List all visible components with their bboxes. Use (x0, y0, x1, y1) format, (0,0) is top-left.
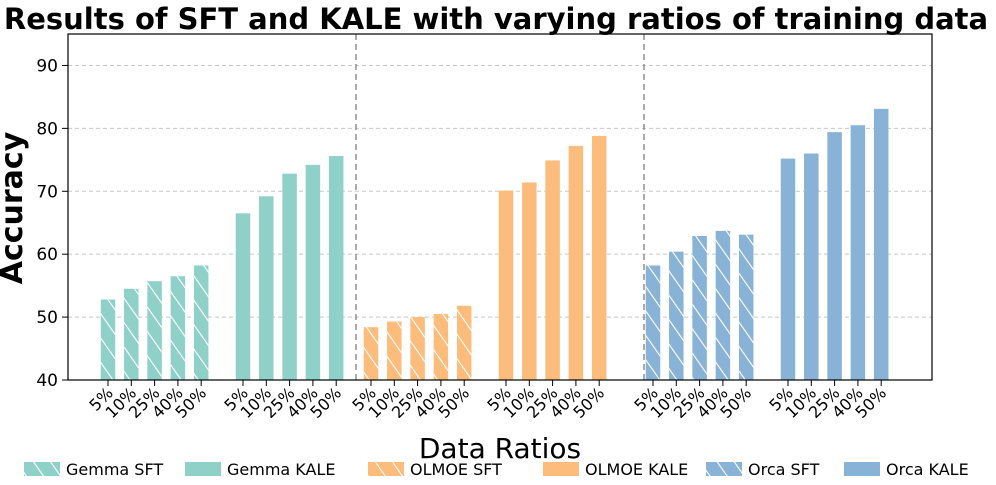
x-axis: 5%10%25%40%50% 5%10%25%40%50% 5%10%25%40%5… (85, 380, 890, 422)
y-tick-label: 70 (36, 182, 58, 202)
legend-swatch-hatch (368, 462, 404, 476)
y-tick-label: 90 (36, 56, 58, 76)
bar (804, 153, 819, 380)
bar (328, 156, 344, 380)
bar-hatch (456, 305, 472, 380)
legend-label: Orca KALE (886, 460, 969, 479)
bar-hatch (669, 251, 684, 380)
y-tick-label: 80 (36, 119, 58, 139)
bar-hatch (738, 234, 754, 380)
legend: Gemma SFT Gemma KALE OLMOE SFT OLMOE KALE Or… (24, 460, 969, 479)
bar-hatch (100, 299, 116, 380)
y-tick-label: 60 (36, 245, 58, 265)
y-axis: 40 50 60 70 80 90 (36, 56, 68, 391)
y-axis-label: Accuracy (0, 131, 30, 284)
bar (827, 132, 842, 380)
bar (498, 190, 514, 380)
legend-swatch (844, 462, 880, 476)
group-dividers (355, 34, 645, 380)
bar-hatch (147, 281, 162, 380)
legend-label: Orca SFT (748, 460, 820, 479)
y-tick-label: 40 (36, 371, 58, 391)
bar-hatch (387, 321, 402, 380)
bar-hatch (170, 276, 186, 380)
legend-swatch (543, 462, 579, 476)
bar (591, 135, 607, 380)
legend-swatch-hatch (24, 462, 60, 476)
bar (568, 145, 584, 380)
bar (780, 158, 796, 380)
bars (100, 108, 889, 380)
legend-swatch-hatch (706, 462, 742, 476)
bar-hatch (363, 327, 379, 380)
legend-label: Gemma KALE (227, 460, 335, 479)
y-tick-label: 50 (36, 308, 58, 328)
bar (259, 196, 274, 380)
bar-hatch (645, 265, 661, 380)
bar (873, 108, 889, 380)
bar-hatch (124, 288, 139, 380)
bar-hatch (410, 317, 425, 380)
bar-hatch (193, 265, 209, 380)
chart-title: Results of SFT and KALE with varying rat… (4, 2, 988, 36)
x-axis-label: Data Ratios (419, 432, 581, 465)
bar (522, 182, 537, 380)
legend-label: OLMOE KALE (585, 460, 688, 479)
bar (545, 160, 560, 380)
bar-hatch (692, 235, 707, 380)
bar (235, 213, 251, 380)
bar (305, 164, 321, 380)
bar-hatch (433, 313, 449, 380)
legend-label: Gemma SFT (66, 460, 163, 479)
bar (282, 173, 297, 380)
legend-swatch (185, 462, 221, 476)
legend-label: OLMOE SFT (410, 460, 502, 479)
plot-frame (67, 33, 933, 381)
bar (850, 125, 866, 380)
bar-hatch (715, 230, 731, 380)
